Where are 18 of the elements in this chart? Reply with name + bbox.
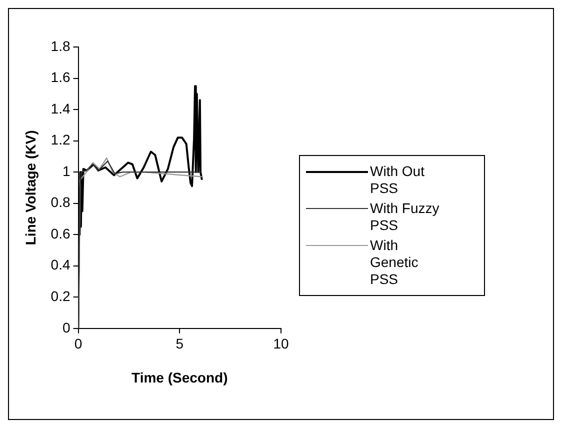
x-tick-label: 10: [273, 336, 289, 352]
legend-label: With Genetic PSS: [370, 237, 420, 288]
legend-label: With Out PSS: [370, 163, 426, 197]
y-tick-label: 0: [62, 319, 70, 336]
x-tick-label: 0: [74, 336, 82, 352]
y-tick-label: 0.4: [50, 256, 70, 273]
legend-label: With Fuzzy PSS: [370, 200, 440, 234]
y-tick-label: 0.6: [50, 225, 70, 242]
y-tick-label: 0.2: [50, 288, 70, 304]
x-tick-label: 5: [176, 336, 184, 352]
y-tick-label: 0.8: [50, 194, 70, 210]
y-axis-title: Line Voltage (KV): [22, 130, 38, 246]
y-tick-label: 1.4: [50, 100, 70, 116]
y-tick-label: 1.8: [50, 38, 70, 54]
x-axis-title: Time (Second): [132, 369, 228, 386]
y-tick-label: 1.6: [50, 69, 70, 86]
y-tick-label: 1.2: [50, 132, 70, 148]
y-tick-label: 1: [62, 162, 70, 179]
